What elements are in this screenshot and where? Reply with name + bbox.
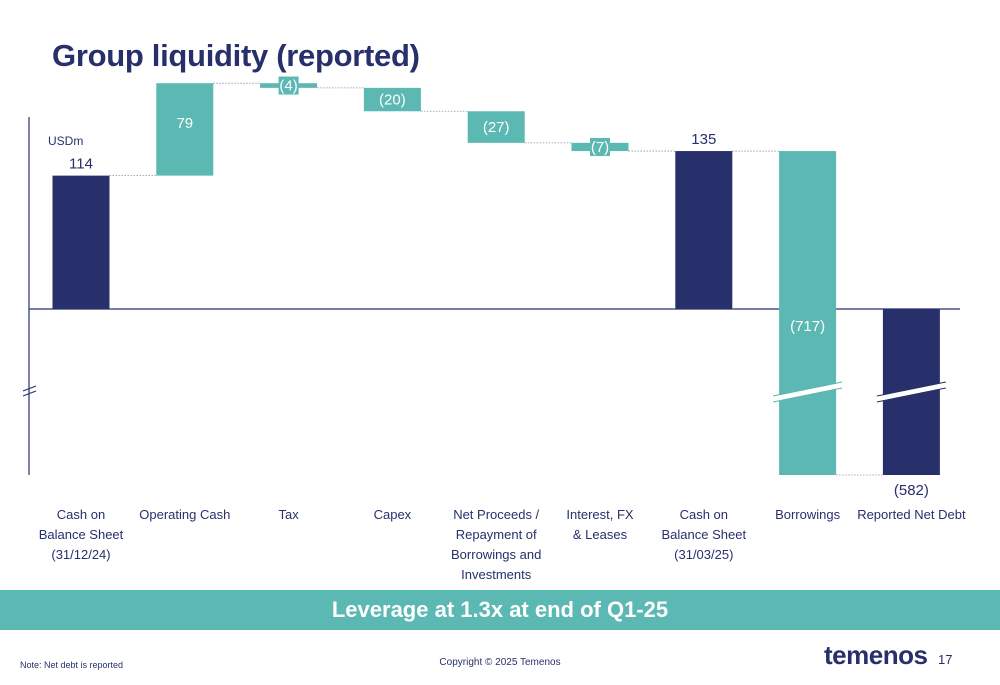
bar-3	[363, 87, 421, 112]
copyright: Copyright © 2025 Temenos	[439, 657, 561, 668]
bar-6	[675, 151, 733, 309]
bar-0	[52, 175, 110, 309]
bar-break-edge	[773, 387, 843, 403]
category-label-8: Reported Net Debt	[857, 507, 966, 522]
value-label-3: (20)	[379, 92, 406, 109]
value-label-6: 135	[691, 131, 716, 148]
category-label-7: Borrowings	[775, 507, 841, 522]
category-label-5: Interest, FX & Leases	[566, 507, 634, 542]
category-label-1: Operating Cash	[139, 507, 231, 522]
value-label-bg-2	[278, 76, 299, 95]
bar-break-gap	[876, 382, 947, 402]
category-label-0: Cash on Balance Sheet (31/12/24)	[38, 507, 124, 562]
page-number: 17	[938, 652, 953, 667]
axis-break-mark	[22, 385, 37, 392]
bar-break-edge	[876, 387, 946, 403]
category-label-2: Tax	[278, 507, 299, 522]
leverage-banner: Leverage at 1.3x at end of Q1-25	[0, 590, 1000, 630]
bar-break-edge	[773, 381, 843, 397]
footnote: Note: Net debt is reported	[20, 660, 124, 670]
axis-break-mark	[22, 390, 37, 397]
value-label-8: (582)	[894, 482, 929, 499]
value-label-0: 114	[69, 156, 93, 173]
unit-label: USDm	[48, 134, 83, 148]
page-title: Group liquidity (reported)	[52, 38, 420, 73]
bar-4	[467, 111, 525, 143]
value-label-2: (4)	[279, 78, 297, 95]
waterfall-chart: USDm 114 79 (4) (20) (27) (7) 135 (717) (582)	[22, 76, 960, 499]
value-label-4: (27)	[483, 119, 510, 136]
value-label-7: (717)	[790, 318, 825, 335]
value-label-1: 79	[176, 115, 193, 132]
category-label-3: Capex	[373, 507, 412, 522]
bar-break-gap	[772, 382, 843, 402]
bar-7	[779, 151, 837, 476]
temenos-logo: temenos	[824, 640, 928, 670]
category-label-6: Cash on Balance Sheet (31/03/25)	[661, 507, 747, 562]
category-label-4: Net Proceeds / Repayment of Borrowings a…	[451, 507, 542, 582]
bar-1	[156, 83, 214, 176]
bar-break-edge	[876, 381, 946, 397]
value-label-bg-5	[590, 137, 610, 156]
value-label-5: (7)	[591, 139, 609, 156]
